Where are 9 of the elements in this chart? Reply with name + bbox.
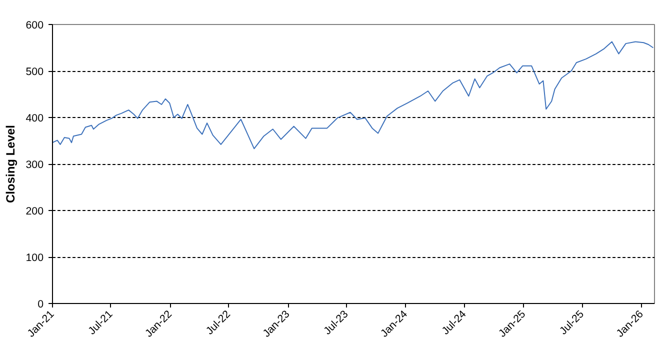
y-tick-label: 500 (26, 66, 44, 78)
y-tick-label: 600 (26, 20, 44, 32)
line-series (52, 41, 654, 150)
y-tick-label: 100 (26, 252, 44, 264)
y-axis-title: Closing Level (4, 124, 18, 204)
y-tick-label: 400 (26, 112, 44, 124)
y-tick-label: 300 (26, 159, 44, 171)
y-tick-label: 0 (38, 298, 44, 310)
y-tick-label: 200 (26, 206, 44, 218)
